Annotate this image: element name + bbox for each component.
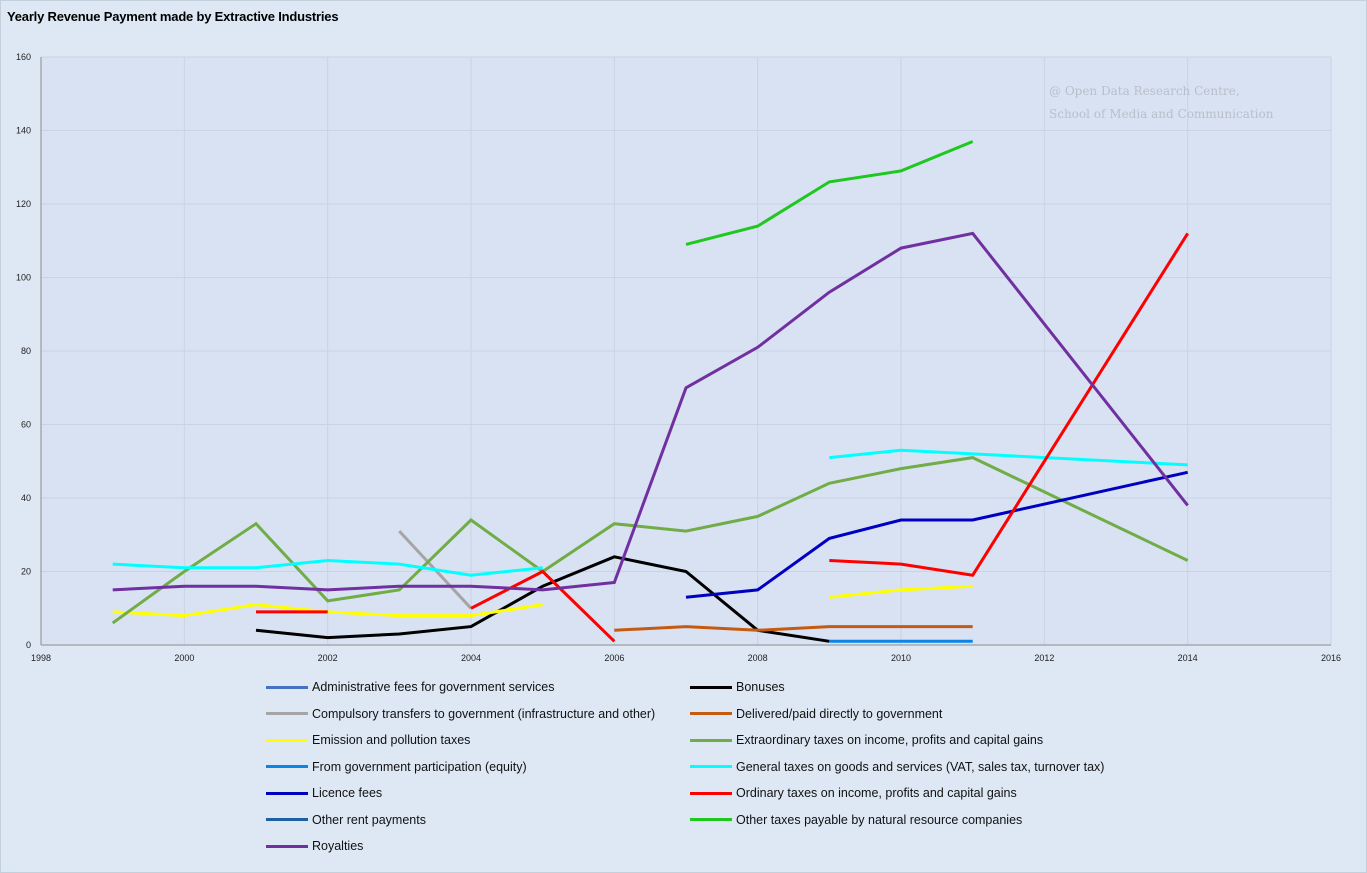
x-tick-label: 2004 [461,653,481,663]
legend-label: Emission and pollution taxes [312,733,471,747]
legend-swatch [266,685,308,689]
legend-label: Other taxes payable by natural resource … [736,812,1023,827]
series-lines [111,140,1189,643]
x-tick-label: 2000 [174,653,194,663]
legend-swatch [690,765,732,768]
x-tick-label: 2016 [1321,653,1341,663]
legend-item: Administrative fees for government servi… [266,680,554,694]
chart-title: Yearly Revenue Payment made by Extractiv… [7,9,339,24]
legend-label: Bonuses [736,680,785,694]
legend-item: Emission and pollution taxes [266,733,470,747]
legend-item: Bonuses [690,680,785,694]
legend-swatch [690,791,732,795]
legend-item: Compulsory transfers to government (infr… [266,707,655,721]
legend-label: Licence fees [312,786,383,800]
series-line [112,558,543,577]
legend-item: Ordinary taxes on income, profits and ca… [690,786,1017,800]
watermark-line-1: @ Open Data Research Centre, [1049,84,1240,98]
legend-label: Extraordinary taxes on income, profits a… [736,733,1044,747]
series-royalties [112,231,1189,592]
legend-swatch [690,685,732,689]
y-tick-label: 40 [21,493,31,503]
x-tick-label: 2010 [891,653,911,663]
legend-swatch [266,791,308,795]
legend-swatch [266,738,308,742]
series-licence-fees [685,470,1189,599]
series-line [829,448,1188,467]
legend-label: Administrative fees for government servi… [312,680,555,694]
legend-item: Delivered/paid directly to government [690,707,942,721]
legend-label: From government participation (equity) [312,759,527,774]
series-line [111,456,1189,625]
x-tick-label: 2006 [604,653,624,663]
legend-item: General taxes on goods and services (VAT… [690,760,1104,774]
y-tick-label: 120 [16,199,31,209]
series-line [685,470,1189,599]
legend-label: Other rent payments [312,812,426,827]
legend-swatch [266,844,308,848]
legend-swatch [266,818,308,821]
legend-item: From government participation (equity) [266,760,527,774]
legend-label: Compulsory transfers to government (infr… [312,706,656,721]
series-line [470,569,616,643]
series-line [614,625,973,632]
y-tick-label: 160 [16,52,31,62]
watermark-line-2: School of Media and Communication [1049,107,1274,121]
y-tick-label: 20 [21,567,31,577]
series-line [829,584,973,599]
series-other-taxes-payable-by-natural-resource-companies [685,140,974,246]
legend-item: Other rent payments [266,813,426,827]
legend-label: Royalties [312,839,364,853]
x-tick-label: 2008 [748,653,768,663]
series-general-taxes-on-goods-and-services-vat-sales-tax-turnover-tax [112,448,1188,577]
series-line [685,140,974,246]
series-ordinary-taxes-on-income-profits-and-capital-gains [256,232,1189,643]
legend-item: Extraordinary taxes on income, profits a… [690,733,1043,747]
x-tick-label: 2014 [1178,653,1198,663]
legend-item: Licence fees [266,786,382,800]
legend-swatch [266,712,308,715]
series-delivered-paid-directly-to-government [614,625,973,632]
legend-swatch [266,765,308,768]
x-tick-label: 1998 [31,653,51,663]
y-tick-label: 60 [21,420,31,430]
series-extraordinary-taxes-on-income-profits-and-capital-gains [111,456,1189,625]
y-tick-label: 100 [16,273,31,283]
legend-swatch [690,818,732,821]
legend-swatch [690,738,732,742]
legend-label: General taxes on goods and services (VAT… [736,759,1105,774]
series-line [829,232,1189,577]
x-tick-label: 2002 [318,653,338,663]
series-line [255,555,830,643]
series-line [112,231,1189,592]
legend-item: Other taxes payable by natural resource … [690,813,1022,827]
y-tick-label: 140 [16,126,31,136]
legend-item: Royalties [266,839,363,853]
axes: 1998 2000 2002 2004 2006 2008 2010 2012 2014 2016… [16,52,1341,663]
y-tick-label: 0 [26,640,31,650]
legend-swatch [690,712,732,715]
y-tick-label: 80 [21,346,31,356]
legend-label: Delivered/paid directly to government [736,706,943,721]
x-tick-label: 2012 [1034,653,1054,663]
series-bonuses [255,555,830,643]
legend-label: Ordinary taxes on income, profits and ca… [736,786,1017,800]
